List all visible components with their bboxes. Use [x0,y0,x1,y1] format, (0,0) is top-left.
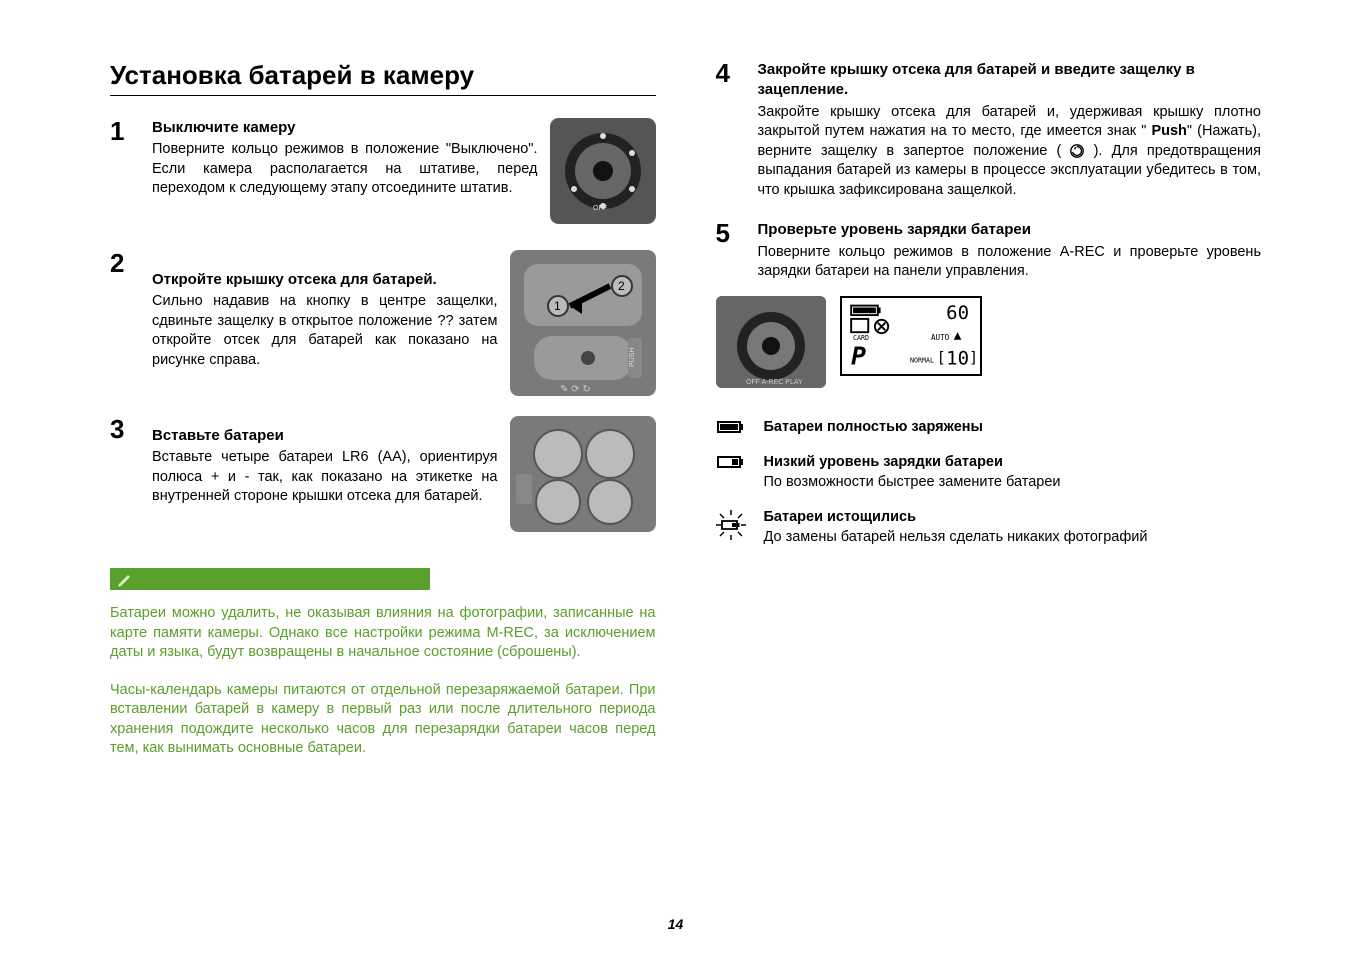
battery-low-icon [716,453,746,469]
battery-status-full: Батареи полностью заряжены [716,418,1262,438]
figure-battery-latch: 2 1 ✎ ⟳ ↻ PUSH [510,250,656,396]
step-number: 3 [110,416,138,442]
step-number: 1 [110,118,138,144]
left-column: Установка батарей в камеру 1 Выключите к… [110,60,656,759]
lcd-top-value: 60 [946,302,969,324]
latch-lock-icon [1070,144,1084,158]
pencil-icon [116,570,134,588]
battery-status-empty: Батареи истощились До замены батарей нел… [716,508,1262,547]
svg-text:[: [ [936,348,945,366]
status-text: По возможности быстрее замените батареи [764,473,1061,493]
figure-insert-batteries [510,416,656,532]
step-text: Поверните кольцо режимов в положение A-R… [758,243,1262,282]
battery-insert-illustration [510,416,656,532]
svg-text:]: ] [968,348,977,366]
note-title-bar [110,568,430,590]
figure-mode-dial: OFF [550,118,656,224]
battery-full-icon [716,418,746,434]
step-number: 4 [716,60,744,86]
step-number: 2 [110,250,138,276]
page-number: 14 [0,916,1351,932]
step-heading: Закройте крышку отсека для батарей и вве… [758,60,1262,101]
svg-text:✎ ⟳ ↻: ✎ ⟳ ↻ [560,384,591,395]
step-1: 1 Выключите камеру Поверните кольцо режи… [110,118,656,224]
push-label: Push [1151,123,1186,139]
step-2: 2 Откройте крышку отсека для батарей. Си… [110,250,656,396]
lcd-illustration: CARD 60 AUTO P NORMAL [ 10 ] [842,298,980,374]
step-text: Закройте крышку отсека для батарей и, уд… [758,103,1262,201]
step-text: Сильно надавив на кнопку в центре защелк… [152,292,498,370]
step-heading: Откройте крышку отсека для батарей. [152,270,498,290]
svg-text:PUSH: PUSH [629,348,636,367]
step-5: 5 Проверьте уровень зарядки батареи Пове… [716,220,1262,547]
step-heading: Вставьте батареи [152,426,498,446]
step-text: Вставьте четыре батареи LR6 (AA), ориент… [152,448,498,507]
status-text: До замены батарей нельзя сделать никаких… [764,528,1148,548]
lcd-p-label: P [851,341,866,370]
figure-mode-dial-arec: OFF A-REC PLAY [716,296,826,388]
note-paragraph: Часы-календарь камеры питаются от отдель… [110,681,656,759]
step-3: 3 Вставьте батареи Вставьте четыре батар… [110,416,656,532]
note-paragraph: Батареи можно удалить, не оказывая влиян… [110,604,656,663]
step-text: Поверните кольцо режимов в положение "Вы… [152,140,538,199]
mode-dial-illustration: OFF [550,118,656,224]
step-4: 4 Закройте крышку отсека для батарей и в… [716,60,1262,200]
note-block: Батареи можно удалить, не оказывая влиян… [110,568,656,759]
status-heading: Батареи полностью заряжены [764,418,983,438]
step-number: 5 [716,220,744,246]
battery-empty-blink-icon [716,508,746,540]
mode-dial-arec-illustration: OFF A-REC PLAY [716,296,826,388]
page-content: Установка батарей в камеру 1 Выключите к… [0,0,1351,799]
svg-text:1: 1 [554,299,561,313]
latch-illustration: 2 1 ✎ ⟳ ↻ PUSH [510,250,656,396]
lcd-panel: CARD 60 AUTO P NORMAL [ 10 ] [840,296,982,376]
status-heading: Батареи истощились [764,508,1148,528]
lcd-bottom-value: 10 [946,347,969,369]
lcd-auto-label: AUTO [930,332,949,341]
section-title: Установка батарей в камеру [110,60,656,96]
step-heading: Выключите камеру [152,118,538,138]
step-heading: Проверьте уровень зарядки батареи [758,220,1262,240]
lcd-normal-label: NORMAL [910,356,934,364]
battery-status-low: Низкий уровень зарядки батареи По возмож… [716,453,1262,492]
svg-text:2: 2 [618,279,625,293]
right-column: 4 Закройте крышку отсека для батарей и в… [716,60,1262,759]
status-heading: Низкий уровень зарядки батареи [764,453,1061,473]
svg-text:OFF A-REC PLAY: OFF A-REC PLAY [746,379,803,386]
figures-row: OFF A-REC PLAY CARD [716,296,1262,388]
svg-text:OFF: OFF [593,205,607,212]
